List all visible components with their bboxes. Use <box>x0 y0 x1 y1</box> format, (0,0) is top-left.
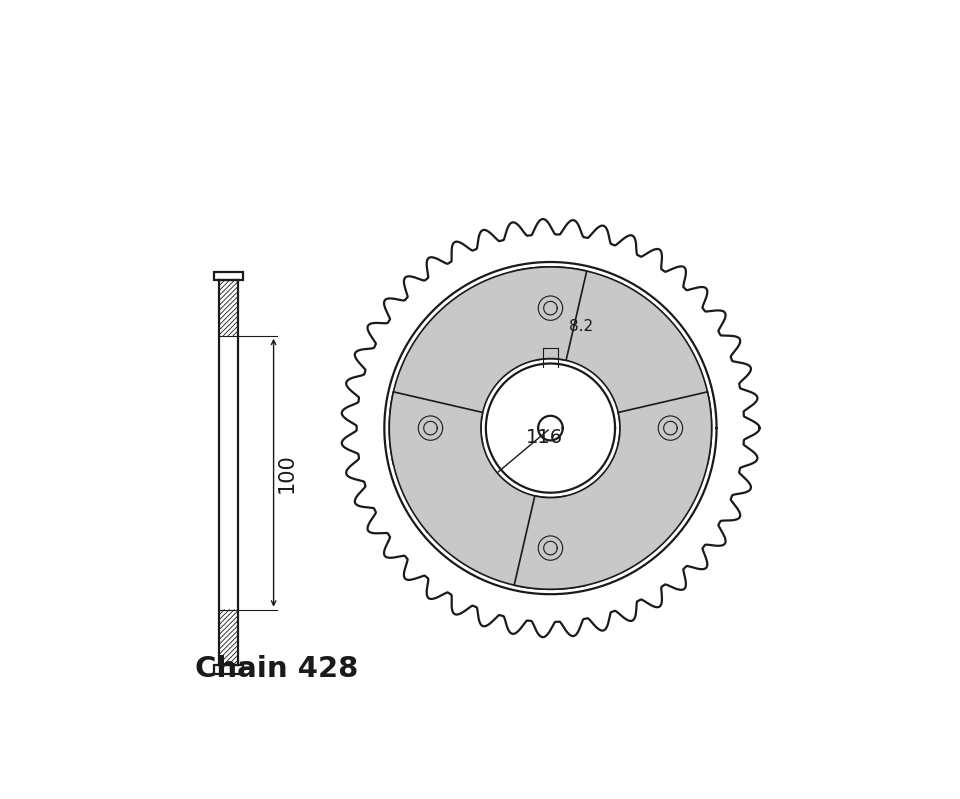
Text: 8.2: 8.2 <box>569 319 593 334</box>
Polygon shape <box>389 267 587 464</box>
Text: Chain 428: Chain 428 <box>196 655 359 683</box>
Text: 116: 116 <box>526 427 563 447</box>
Bar <box>214 665 244 674</box>
Polygon shape <box>515 392 711 590</box>
Bar <box>214 272 244 280</box>
Text: 100: 100 <box>277 453 298 492</box>
Polygon shape <box>389 392 587 590</box>
Polygon shape <box>515 267 711 464</box>
